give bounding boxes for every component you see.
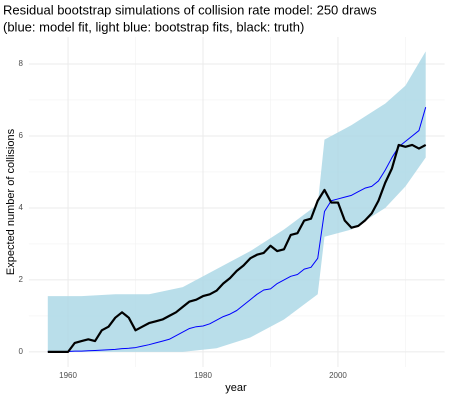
y-tick-label: 6 bbox=[18, 131, 23, 140]
chart-subtitle: (blue: model fit, light blue: bootstrap … bbox=[3, 19, 304, 34]
x-axis-label: year bbox=[225, 382, 247, 394]
x-tick-label: 2000 bbox=[329, 371, 347, 380]
series-line bbox=[47, 143, 427, 353]
y-axis-label: Expected number of collisions bbox=[5, 128, 17, 275]
y-tick-label: 4 bbox=[18, 203, 23, 212]
y-tick-label: 0 bbox=[18, 347, 23, 356]
x-tick-label: 1960 bbox=[59, 371, 77, 380]
chart-title: Residual bootstrap simulations of collis… bbox=[3, 2, 377, 17]
bootstrap-band bbox=[47, 51, 426, 352]
series-line bbox=[47, 107, 427, 353]
x-tick-label: 1980 bbox=[194, 371, 212, 380]
y-tick-label: 2 bbox=[18, 275, 23, 284]
y-tick-label: 8 bbox=[18, 59, 23, 68]
plot-area: 1960 1980 2000 0 2 4 6 8 bbox=[18, 37, 445, 380]
